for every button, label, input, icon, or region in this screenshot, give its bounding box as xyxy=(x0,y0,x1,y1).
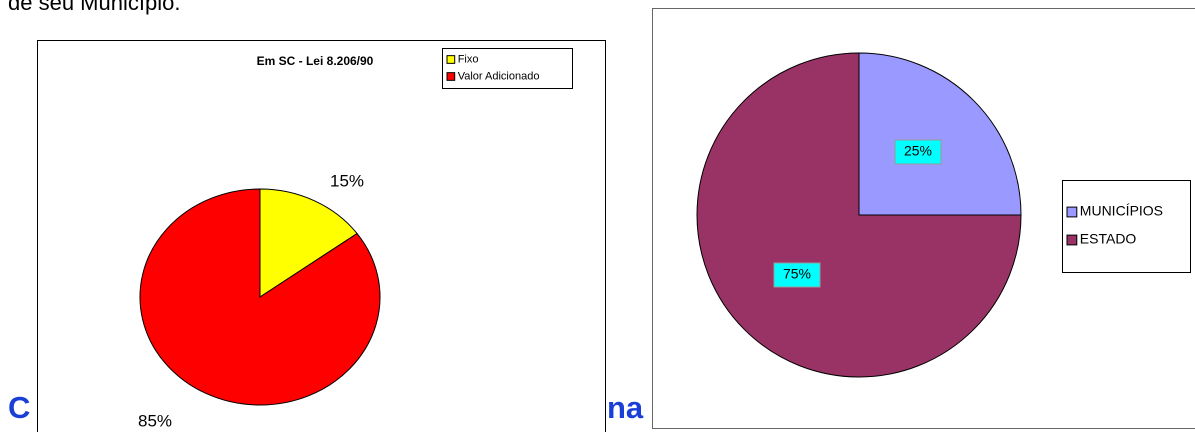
heading: na xyxy=(607,390,644,425)
legend-box xyxy=(1062,180,1191,273)
pie-slice xyxy=(259,188,358,298)
heading: C xyxy=(8,390,30,425)
label-box xyxy=(894,139,942,165)
data-label: 15% xyxy=(330,171,364,190)
legend-label: Valor Adicionado xyxy=(458,70,540,82)
caption: de seu Município. xyxy=(8,0,180,15)
legend-swatch xyxy=(1066,234,1078,246)
chart-title: Em SC - Lei 8.206/90 xyxy=(257,54,374,68)
label-box xyxy=(773,262,821,288)
pie-slice xyxy=(696,52,1022,378)
data-label: 25% xyxy=(904,143,932,159)
data-label: 75% xyxy=(783,266,811,282)
legend-swatch xyxy=(446,55,456,64)
data-label: 85% xyxy=(138,411,172,430)
pie-slice xyxy=(858,52,1022,216)
legend-label: Fixo xyxy=(458,53,479,65)
pie-slice xyxy=(139,188,381,406)
legend-swatch xyxy=(1066,206,1078,218)
legend-label: ESTADO xyxy=(1080,231,1137,247)
legend-swatch xyxy=(446,72,456,81)
legend-box xyxy=(442,48,573,89)
legend-label: MUNICÍPIOS xyxy=(1080,203,1163,219)
